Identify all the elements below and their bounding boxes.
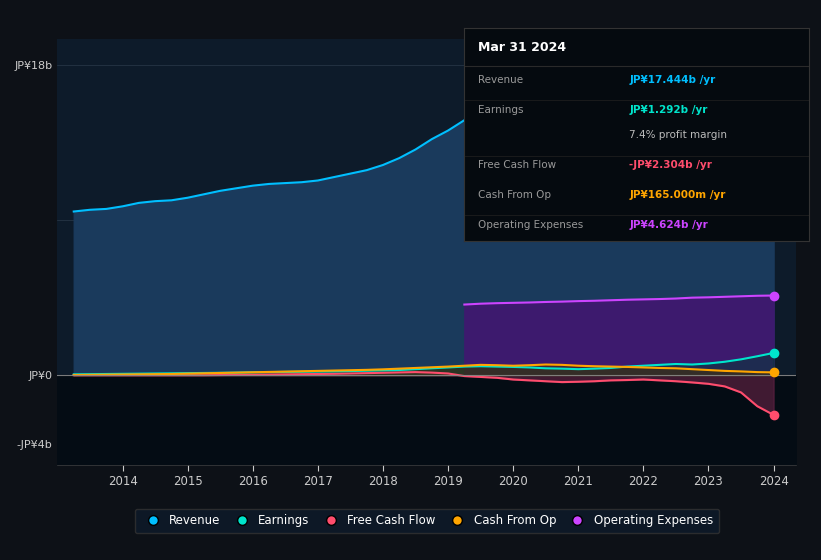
- Text: JP¥1.292b /yr: JP¥1.292b /yr: [630, 105, 708, 115]
- Text: Revenue: Revenue: [478, 75, 523, 85]
- Text: Free Cash Flow: Free Cash Flow: [478, 160, 556, 170]
- Text: Cash From Op: Cash From Op: [478, 190, 551, 200]
- Legend: Revenue, Earnings, Free Cash Flow, Cash From Op, Operating Expenses: Revenue, Earnings, Free Cash Flow, Cash …: [135, 508, 719, 533]
- Text: JP¥165.000m /yr: JP¥165.000m /yr: [630, 190, 726, 200]
- Text: Operating Expenses: Operating Expenses: [478, 220, 583, 230]
- Text: -JP¥2.304b /yr: -JP¥2.304b /yr: [630, 160, 713, 170]
- Text: Earnings: Earnings: [478, 105, 523, 115]
- Text: 7.4% profit margin: 7.4% profit margin: [630, 130, 727, 140]
- Text: JP¥17.444b /yr: JP¥17.444b /yr: [630, 75, 716, 85]
- Text: JP¥4.624b /yr: JP¥4.624b /yr: [630, 220, 709, 230]
- Text: Mar 31 2024: Mar 31 2024: [478, 41, 566, 54]
